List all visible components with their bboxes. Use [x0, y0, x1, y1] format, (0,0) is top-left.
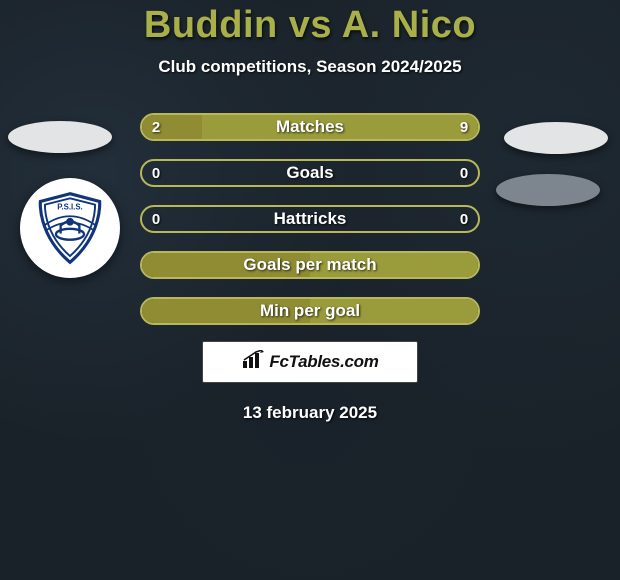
stat-bar-row: Goals0 0: [140, 159, 480, 187]
stat-bar-label: Goals per match: [140, 251, 480, 279]
svg-text:P.S.I.S.: P.S.I.S.: [57, 202, 82, 211]
date-label: 13 february 2025: [0, 403, 620, 423]
page-subtitle: Club competitions, Season 2024/2025: [0, 57, 620, 77]
stat-bar-label: Min per goal: [140, 297, 480, 325]
page-title: Buddin vs A. Nico: [0, 4, 620, 47]
stat-bar-label: Matches: [140, 113, 480, 141]
stat-bar-row: Goals per match: [140, 251, 480, 279]
stat-bar-row: Hattricks0 0: [140, 205, 480, 233]
chart-icon: [241, 350, 265, 375]
avatar-placeholder: [496, 174, 600, 206]
avatar-placeholder: [504, 122, 608, 154]
avatar-placeholder: [8, 121, 112, 153]
stat-bar-left-value: 0: [142, 159, 170, 187]
stat-bar-row: Matches2 9: [140, 113, 480, 141]
shield-icon: P.S.I.S.: [31, 189, 109, 267]
brand-watermark: FcTables.com: [202, 341, 418, 383]
brand-text: FcTables.com: [269, 352, 378, 372]
stat-bar-row: Min per goal: [140, 297, 480, 325]
stat-bar-left-value: 0: [142, 205, 170, 233]
stat-bar-label: Hattricks: [140, 205, 480, 233]
stat-bar-label: Goals: [140, 159, 480, 187]
stat-bar-right-value: 9: [450, 113, 478, 141]
stat-bar-right-value: 0: [450, 159, 478, 187]
stat-bar-right-value: 0: [450, 205, 478, 233]
stat-bars: Matches29Goals00Hattricks00Goals per mat…: [140, 113, 480, 325]
stat-bar-left-value: 2: [142, 113, 170, 141]
club-badge: P.S.I.S.: [20, 178, 120, 278]
